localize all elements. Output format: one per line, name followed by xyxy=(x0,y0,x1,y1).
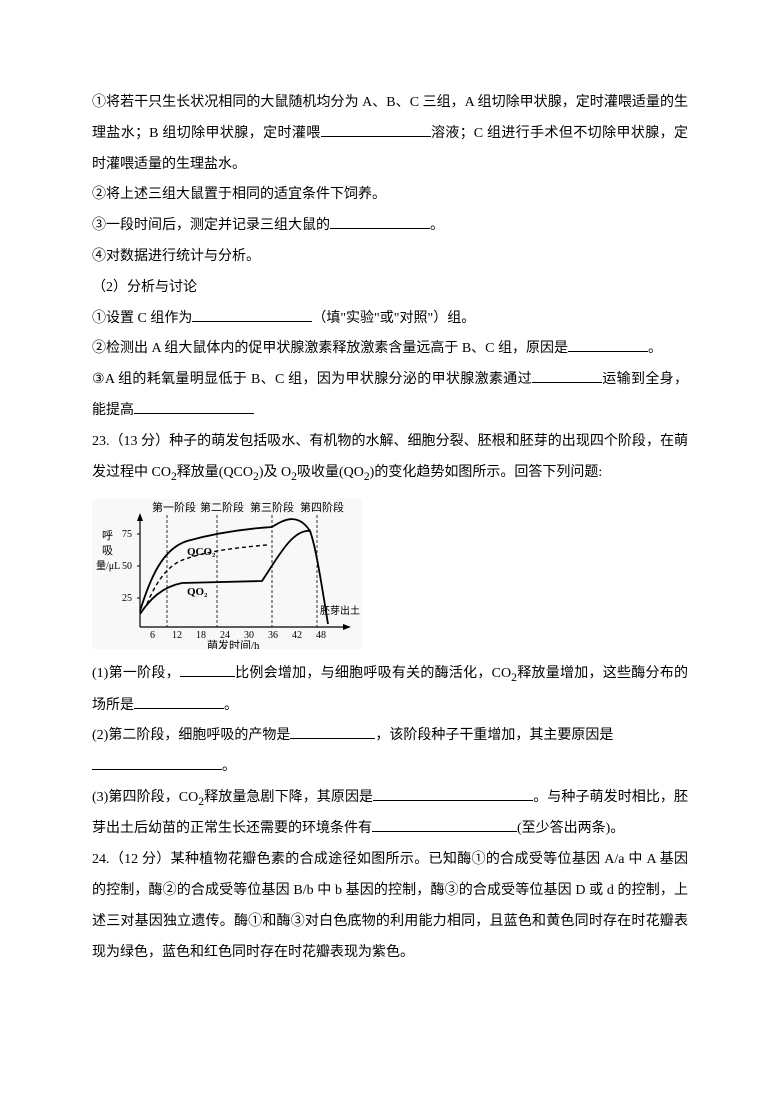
stage-3-label: 第三阶段 xyxy=(250,500,294,514)
text: ④对数据进行统计与分析。 xyxy=(92,249,260,264)
blank-6 xyxy=(134,413,254,414)
text: 。 xyxy=(648,341,662,356)
text: 。 xyxy=(224,698,238,713)
text: 释放量急剧下降，其原因是 xyxy=(204,790,373,805)
discuss-2: ②检测出 A 组大鼠体内的促甲状腺激素释放激素含量远高于 B、C 组，原因是 。 xyxy=(92,334,688,365)
svg-text:48: 48 xyxy=(316,630,326,641)
ytick-75: 75 xyxy=(122,529,132,540)
blank-2 xyxy=(330,228,430,229)
text: ③A 组的耗氧量明显低于 B、C 组，因为甲状腺分泌的甲状腺激素通过 xyxy=(92,372,532,387)
text: ②将上述三组大鼠置于相同的适宜条件下饲养。 xyxy=(92,187,386,202)
step-3: ③一段时间后，测定并记录三组大鼠的 。 xyxy=(92,211,688,242)
chart-container: 第一阶段 第二阶段 第三阶段 第四阶段 呼 吸 量/μL 75 50 25 QC… xyxy=(92,499,688,649)
svg-text:18: 18 xyxy=(196,630,206,641)
blank-12 xyxy=(372,831,517,832)
y-label-1: 呼 xyxy=(102,529,113,542)
text: )及 O xyxy=(259,465,291,480)
germination-chart: 第一阶段 第二阶段 第三阶段 第四阶段 呼 吸 量/μL 75 50 25 QC… xyxy=(92,499,362,649)
text: 。 xyxy=(222,759,236,774)
q24-stem: 24.（12 分）某种植物花瓣色素的合成途径如图所示。已知酶①的合成受等位基因 … xyxy=(92,845,688,968)
blank-8 xyxy=(134,708,224,709)
text: 。 xyxy=(430,218,444,233)
stage-1-label: 第一阶段 xyxy=(152,500,196,514)
step-4: ④对数据进行统计与分析。 xyxy=(92,242,688,273)
text: ①设置 C 组作为 xyxy=(92,311,192,326)
text: 释放量(QCO xyxy=(177,465,253,480)
stage-4-label: 第四阶段 xyxy=(300,500,344,514)
blank-10 xyxy=(92,769,222,770)
q23-2: (2)第二阶段，细胞呼吸的产物是 ，该阶段种子干重增加，其主要原因是。 xyxy=(92,721,688,783)
text: (3)第四阶段，CO xyxy=(92,790,198,805)
q23-1: (1)第一阶段，比例会增加，与细胞呼吸有关的酶活化，CO2释放量增加，这些酶分布… xyxy=(92,659,688,721)
text: (至少答出两条)。 xyxy=(517,821,624,836)
x-axis-label: 萌发时间/h xyxy=(207,638,260,649)
text: （填"实验"或"对照"）组。 xyxy=(312,311,475,326)
qco2-label: QCO₂ xyxy=(187,546,216,558)
text: ③一段时间后，测定并记录三组大鼠的 xyxy=(92,218,330,233)
blank-3 xyxy=(192,321,312,322)
stage-2-label: 第二阶段 xyxy=(200,500,244,514)
blank-11 xyxy=(373,800,533,801)
text: (2)第二阶段，细胞呼吸的产物是 xyxy=(92,728,290,743)
svg-text:12: 12 xyxy=(172,630,182,641)
part-2-heading: （2）分析与讨论 xyxy=(92,273,688,304)
blank-1 xyxy=(321,136,431,137)
text: (1)第一阶段， xyxy=(92,666,180,681)
blank-7 xyxy=(180,676,235,677)
svg-text:6: 6 xyxy=(150,630,155,641)
q23-stem: 23.（13 分）种子的萌发包括吸水、有机物的水解、细胞分裂、胚根和胚芽的出现四… xyxy=(92,427,688,489)
svg-text:36: 36 xyxy=(268,630,278,641)
blank-4 xyxy=(568,351,648,352)
text: ②检测出 A 组大鼠体内的促甲状腺激素释放激素含量远高于 B、C 组，原因是 xyxy=(92,341,568,356)
text: 24.（12 分）某种植物花瓣色素的合成途径如图所示。已知酶①的合成受等位基因 … xyxy=(92,852,688,959)
ytick-25: 25 xyxy=(122,593,132,604)
blank-9 xyxy=(290,738,375,739)
y-label-3: 量/μL xyxy=(96,560,120,572)
text: （2）分析与讨论 xyxy=(92,280,197,295)
step-2: ②将上述三组大鼠置于相同的适宜条件下饲养。 xyxy=(92,180,688,211)
annotation: 胚芽出土 xyxy=(320,604,360,617)
q23-3: (3)第四阶段，CO2释放量急剧下降，其原因是。与种子萌发时相比，胚芽出土后幼苗… xyxy=(92,783,688,845)
step-1: ①将若干只生长状况相同的大鼠随机均分为 A、B、C 三组，A 组切除甲状腺，定时… xyxy=(92,88,688,180)
text: 吸收量(QO xyxy=(297,465,364,480)
svg-text:42: 42 xyxy=(292,630,302,641)
discuss-3: ③A 组的耗氧量明显低于 B、C 组，因为甲状腺分泌的甲状腺激素通过运输到全身，… xyxy=(92,365,688,427)
text: ，该阶段种子干重增加，其主要原因是 xyxy=(375,728,613,743)
text: )的变化趋势如图所示。回答下列问题: xyxy=(370,465,603,480)
ytick-50: 50 xyxy=(122,561,132,572)
text: 比例会增加，与细胞呼吸有关的酶活化，CO xyxy=(235,666,511,681)
discuss-1: ①设置 C 组作为 （填"实验"或"对照"）组。 xyxy=(92,304,688,335)
blank-5 xyxy=(532,382,602,383)
y-label-2: 吸 xyxy=(102,545,113,557)
qo2-label: QO₂ xyxy=(187,586,208,598)
